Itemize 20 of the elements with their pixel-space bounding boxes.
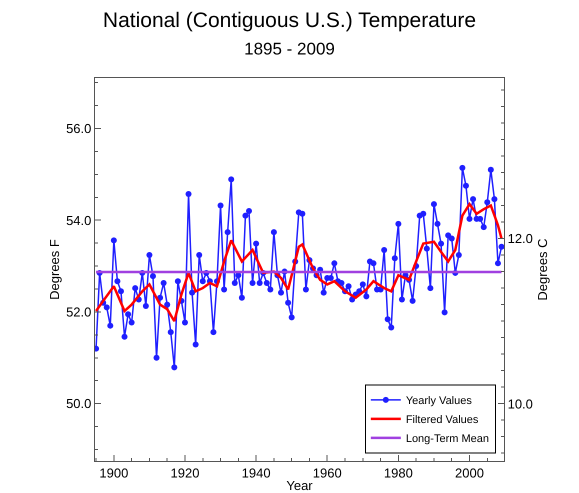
y2-axis-title: Degrees C — [534, 238, 550, 301]
chart-subtitle: 1895 - 2009 — [244, 39, 335, 58]
y2-tick-label: 12.0 — [508, 231, 533, 246]
y-tick-label: 52.0 — [66, 304, 92, 320]
y-axis-title: Degrees F — [47, 239, 62, 300]
y-tick-label: 54.0 — [66, 212, 92, 228]
x-axis-title: Year — [286, 478, 314, 493]
y-tick-label: 56.0 — [66, 121, 92, 136]
y2-tick-label: 10.0 — [508, 396, 533, 412]
x-tick-label: 1980 — [384, 466, 413, 481]
legend-label: Yearly Values — [406, 395, 472, 408]
x-tick-label: 1940 — [242, 466, 271, 481]
y-tick-label: 50.0 — [66, 396, 92, 412]
legend-label: Long-Term Mean — [406, 433, 489, 446]
x-tick-label: 2000 — [455, 466, 484, 481]
chart-title: National (Contiguous U.S.) Temperature — [102, 9, 476, 32]
x-tick-label: 1920 — [170, 466, 200, 481]
legend-label: Filtered Values — [406, 414, 479, 426]
x-tick-label: 1900 — [99, 466, 128, 481]
x-tick-label: 1960 — [312, 466, 342, 481]
